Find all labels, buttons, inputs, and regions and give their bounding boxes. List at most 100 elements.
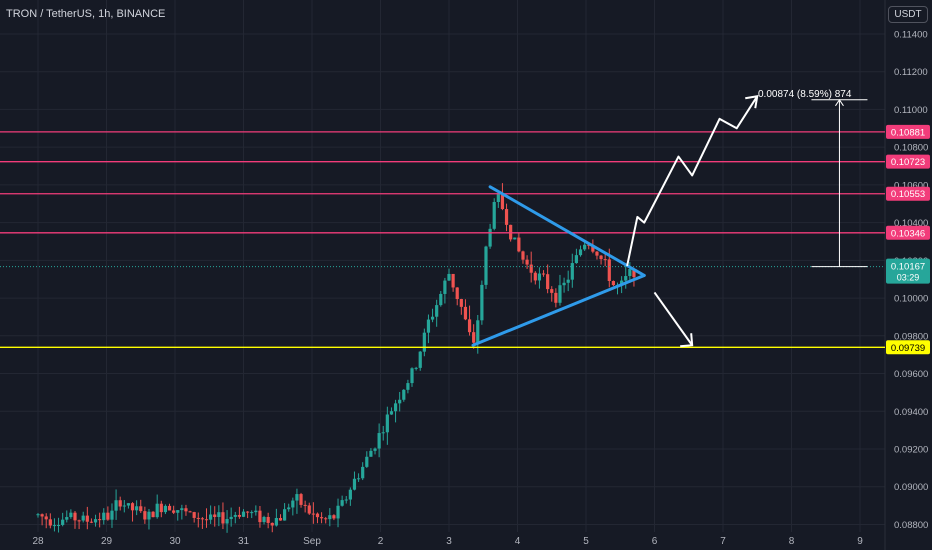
candle-body xyxy=(93,519,98,523)
candle-body xyxy=(40,514,44,517)
x-tick-label: 4 xyxy=(515,536,521,547)
candle-body xyxy=(287,507,291,510)
candle-body xyxy=(139,506,143,512)
candle-body xyxy=(550,289,554,293)
candle-body xyxy=(266,516,270,523)
candle-body xyxy=(155,503,159,518)
candle-body xyxy=(209,514,213,520)
candle-body xyxy=(44,516,48,520)
projection-down-line xyxy=(653,291,693,346)
candle-body xyxy=(262,516,266,523)
candle-body xyxy=(61,519,65,525)
candle-body xyxy=(241,511,246,517)
price-level-label: 0.09739 xyxy=(891,343,925,354)
y-tick-label: 0.10400 xyxy=(894,218,928,229)
candle-body xyxy=(451,273,455,288)
candle-body xyxy=(278,517,283,521)
candle-body xyxy=(167,505,172,511)
candle-body xyxy=(217,512,221,518)
y-tick-label: 0.10600 xyxy=(894,180,928,191)
candle-body xyxy=(430,316,435,320)
candle-body xyxy=(36,514,40,516)
candle-body xyxy=(566,279,570,283)
candle-body xyxy=(89,521,94,523)
candle-body xyxy=(81,515,85,521)
candle-body xyxy=(291,500,295,508)
candle-body xyxy=(463,306,468,320)
candle-body xyxy=(143,511,147,520)
candle-body xyxy=(365,456,369,467)
candle-body xyxy=(554,292,558,303)
price-level-tag xyxy=(886,225,930,240)
measure-arrowhead xyxy=(835,98,844,107)
candle-body xyxy=(439,293,443,306)
x-tick-label: 6 xyxy=(652,536,658,547)
price-level-tag xyxy=(886,186,930,201)
candle-body xyxy=(303,504,307,506)
candle-body xyxy=(274,517,278,526)
y-tick-label: 0.11200 xyxy=(894,67,928,78)
candle-body xyxy=(176,510,180,513)
candle-body xyxy=(270,522,274,526)
candle-body xyxy=(443,280,447,294)
candle-body xyxy=(541,273,546,275)
candle-body xyxy=(410,368,414,384)
candle-body xyxy=(521,251,525,260)
x-tick-label: 29 xyxy=(101,536,113,547)
candle-body xyxy=(114,500,118,511)
y-tick-label: 0.09400 xyxy=(894,407,928,418)
x-tick-label: 30 xyxy=(169,536,181,547)
candle-body xyxy=(319,517,324,519)
candle-body xyxy=(344,499,348,501)
candle-body xyxy=(135,506,139,511)
candle-body xyxy=(180,508,184,511)
candle-body xyxy=(307,505,311,514)
candle-body xyxy=(151,511,155,518)
candle-body xyxy=(328,515,332,520)
candle-body xyxy=(624,276,628,281)
candle-body xyxy=(246,511,250,513)
candle-body xyxy=(517,237,521,252)
candle-body xyxy=(381,432,385,434)
candle-body xyxy=(295,494,299,501)
candle-body xyxy=(414,367,418,369)
candle-body xyxy=(393,403,398,412)
current-price-label: 0.10167 xyxy=(891,262,925,273)
candle-body xyxy=(620,280,624,285)
candle-body xyxy=(229,516,233,520)
candle-body xyxy=(172,510,176,513)
candle-body xyxy=(69,512,73,518)
candle-body xyxy=(52,525,57,527)
candle-body xyxy=(455,287,459,300)
candle-body xyxy=(599,255,603,260)
candle-body xyxy=(570,263,574,280)
candle-body xyxy=(184,508,188,512)
candle-body xyxy=(480,284,484,321)
candle-body xyxy=(603,259,607,261)
y-tick-label: 0.11000 xyxy=(894,105,928,116)
candle-body xyxy=(192,512,196,518)
candle-body xyxy=(406,383,410,390)
candle-body xyxy=(188,511,192,513)
y-tick-label: 0.09000 xyxy=(894,482,928,493)
symbol-title[interactable]: TRON / TetherUS, 1h, BINANCE xyxy=(6,8,166,20)
x-tick-label: 3 xyxy=(446,536,452,547)
candle-body xyxy=(311,513,315,515)
x-tick-label: 5 xyxy=(583,536,589,547)
candle-body xyxy=(324,518,328,520)
candle-body xyxy=(509,224,513,240)
candle-body xyxy=(546,274,550,290)
y-tick-label: 0.10000 xyxy=(894,294,928,305)
candle-body xyxy=(200,518,204,520)
currency-button[interactable]: USDT xyxy=(888,6,928,23)
candle-body xyxy=(587,244,591,246)
candle-body xyxy=(213,514,217,518)
candle-body xyxy=(398,399,402,404)
candle-body xyxy=(254,510,258,513)
projection-up-arrowhead xyxy=(745,94,759,109)
measure-label: 0.00874 (8.59%) 874 xyxy=(758,89,852,100)
triangle-upper-line xyxy=(488,185,646,277)
candle-body xyxy=(126,503,131,506)
candle-body xyxy=(77,520,81,522)
